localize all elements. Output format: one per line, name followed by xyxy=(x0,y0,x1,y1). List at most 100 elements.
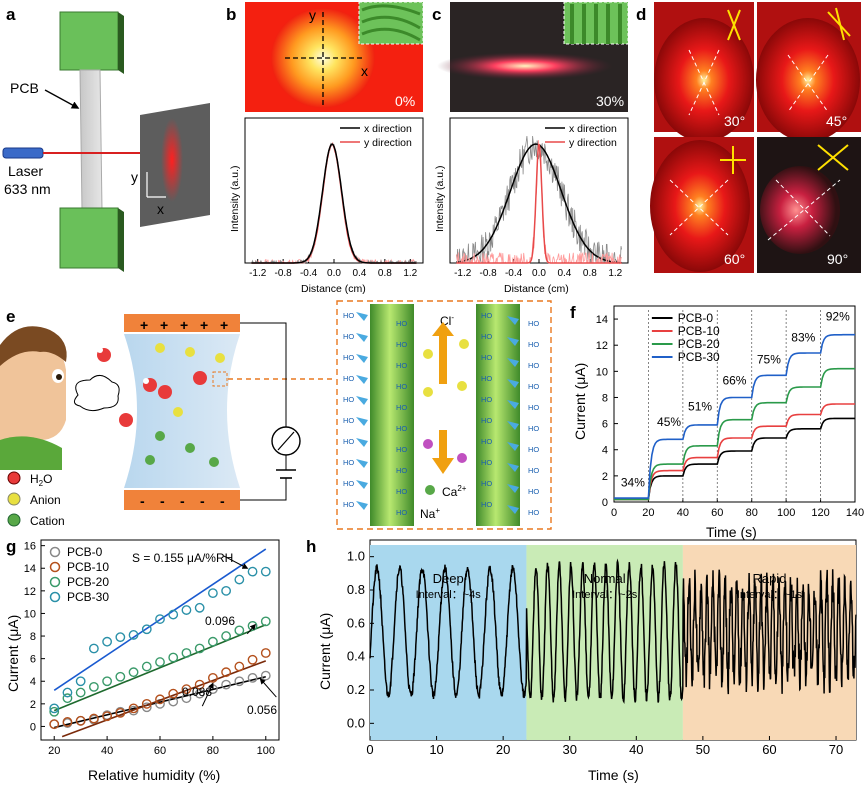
panel-f: f 0 20 40 60 80 100 120 140 0 2 4 6 8 10 12 14 34% 45% 51%… xyxy=(570,303,864,540)
point-PCB-10 xyxy=(115,707,126,718)
tick-label-x: 40 xyxy=(677,507,689,519)
series-PCB-20 xyxy=(614,367,855,501)
oh-label: HO xyxy=(343,437,354,446)
zoom-cation-na xyxy=(425,485,435,495)
profile-fit-1 xyxy=(456,143,622,264)
oh-label: HO xyxy=(528,361,539,370)
region-name: Rapid xyxy=(752,571,786,586)
oh-label: HO xyxy=(396,319,407,328)
glucose-unit xyxy=(507,421,519,430)
legend-marker xyxy=(49,546,61,558)
glucose-unit xyxy=(356,354,368,363)
point-PCB-20 xyxy=(141,661,152,672)
glucose-unit xyxy=(507,400,519,409)
oh-label: HO xyxy=(481,437,492,446)
anion-particles xyxy=(155,343,225,417)
crosshair-y-label: y xyxy=(309,7,316,23)
axis-x-label: x xyxy=(157,201,164,217)
tick-label-x: 60 xyxy=(762,742,776,757)
pcb-label: PCB xyxy=(10,80,39,96)
fit-line-PCB-0 xyxy=(54,675,266,729)
tick-label-y: 0 xyxy=(602,497,608,509)
tick-label-x: 140 xyxy=(846,507,864,519)
point-PCB-30 xyxy=(49,703,60,714)
oh-label: HO xyxy=(396,445,407,454)
point-PCB-20 xyxy=(49,706,60,717)
legend-label: PCB-10 xyxy=(678,324,720,338)
tick-label-x: 0.4 xyxy=(352,268,366,279)
panel-d: d 30° 45° 60° xyxy=(636,2,861,273)
tick-label-x: -0.4 xyxy=(505,268,523,279)
child-illustration xyxy=(0,326,67,470)
profile-fit-0 xyxy=(251,143,417,264)
oh-label: HO xyxy=(481,332,492,341)
glucose-unit xyxy=(356,438,368,447)
oh-label: HO xyxy=(396,361,407,370)
tick-label-y: 0.0 xyxy=(347,715,365,730)
glucose-unit xyxy=(356,501,368,510)
oh-label: HO xyxy=(396,403,407,412)
oh-label: HO xyxy=(481,458,492,467)
glucose-unit xyxy=(507,358,519,367)
svg-text:-: - xyxy=(200,493,205,509)
humidity-label: 34% xyxy=(621,475,645,489)
arrow-slope-0 xyxy=(259,678,277,698)
point-PCB-30 xyxy=(234,574,245,585)
oh-label: HO xyxy=(528,403,539,412)
panel-h: h DeepInterval：~4sNormalInterval：~2sRapi… xyxy=(306,537,857,783)
tick-label-x: 80 xyxy=(746,507,758,519)
tick-label-x: 70 xyxy=(829,742,843,757)
tick-label-x: 60 xyxy=(711,507,723,519)
point-PCB-20 xyxy=(102,676,113,687)
oh-label: HO xyxy=(481,311,492,320)
polarization-45: 45° xyxy=(756,2,861,142)
wire-bottom xyxy=(240,484,287,501)
wavelength-label: 633 nm xyxy=(4,181,51,197)
point-PCB-20 xyxy=(88,681,99,692)
beam-profile-30 xyxy=(437,52,613,80)
svg-text:-: - xyxy=(220,493,225,509)
tick-label-y: 0 xyxy=(30,721,36,733)
tick-label-y: 8 xyxy=(30,631,36,643)
panel-label-g: g xyxy=(6,537,16,556)
plot-c: -1.2 -0.8 -0.4 0.0 0.4 0.8 1.2 xyxy=(454,135,623,279)
plot-h: DeepInterval：~4sNormalInterval：~2sRapidI… xyxy=(347,545,857,757)
legend-b-x: x direction xyxy=(364,123,412,135)
oh-label: HO xyxy=(343,311,354,320)
humidity-label: 83% xyxy=(791,330,815,344)
humidity-label: 45% xyxy=(657,415,681,429)
plot-h-xlabel: Time (s) xyxy=(588,767,639,783)
tick-label-x: 40 xyxy=(101,745,113,757)
profile-raw-1 xyxy=(251,142,417,265)
point-PCB-10 xyxy=(221,667,232,678)
oh-label: HO xyxy=(481,395,492,404)
oh-label: HO xyxy=(528,466,539,475)
panel-label-c: c xyxy=(432,5,441,24)
tick-label-x: -0.4 xyxy=(300,268,318,279)
plot-c-xlabel: Distance (cm) xyxy=(504,283,569,295)
legend-label: PCB-10 xyxy=(67,560,109,574)
point-PCB-30 xyxy=(247,566,258,577)
tick-label-x: 0.8 xyxy=(583,268,597,279)
legend-label: PCB-0 xyxy=(67,545,103,559)
ion-ca: Ca2+ xyxy=(442,484,467,499)
plot-g-ylabel: Current (μA) xyxy=(5,615,21,692)
plot-b: -1.2 -0.8 -0.4 0.0 0.4 0.8 1.2 xyxy=(249,142,418,279)
svg-text:+: + xyxy=(200,317,208,333)
pct-0: 0% xyxy=(395,93,415,109)
legend-label: PCB-0 xyxy=(678,311,714,325)
legend-b-y: y direction xyxy=(364,137,412,149)
wire-top xyxy=(240,322,287,440)
plot-b-xlabel: Distance (cm) xyxy=(301,283,366,295)
tick-label-x: 30 xyxy=(562,742,576,757)
tick-label-y: 14 xyxy=(24,563,36,575)
electrode-bottom-side xyxy=(118,208,124,272)
point-PCB-30 xyxy=(194,602,205,613)
signal-line xyxy=(369,558,857,705)
profile-raw-0 xyxy=(456,135,622,265)
tick-label-y: 2 xyxy=(30,699,36,711)
svg-text:+: + xyxy=(180,317,188,333)
glucose-unit xyxy=(356,480,368,489)
plot-f-xlabel: Time (s) xyxy=(706,524,757,540)
